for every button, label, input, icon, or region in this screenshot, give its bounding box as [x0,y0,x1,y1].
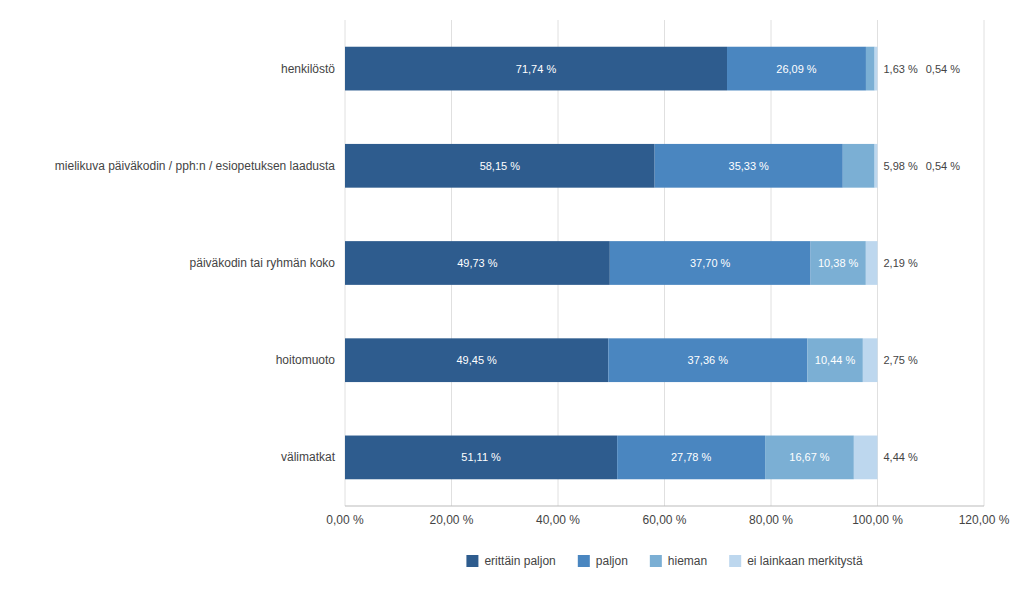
grid-line [984,20,985,506]
data-label: 0,54 % [926,160,960,172]
bar-segment [727,47,866,91]
category-label: hoitomuoto [276,353,336,367]
bar-segment [807,338,863,382]
x-tick-label: 120,00 % [959,513,1010,527]
legend-swatch [466,555,478,567]
bar-segment [866,47,875,91]
legend-label: erittäin paljon [484,554,555,568]
data-label: 26,09 % [776,63,817,75]
category-label: välimatkat [281,450,336,464]
bar-segment [875,47,878,91]
legend-label: hieman [668,554,707,568]
bar-segment [854,436,878,480]
data-label: 1,63 % [884,63,918,75]
legend: erittäin paljon paljon hieman ei lainkaan m… [466,554,862,568]
category-label: mielikuva päiväkodin / pph:n / esiopetuk… [55,159,336,173]
legend-item: hieman [650,554,707,568]
legend-item: erittäin paljon [466,554,555,568]
x-tick-label: 40,00 % [536,513,580,527]
legend-swatch [729,555,741,567]
bar-segment [617,436,765,480]
x-axis: 0,00 % 20,00 % 40,00 % 60,00 % 80,00 % 100,00… [326,513,1009,527]
bar-segment [345,47,727,91]
chart-svg: 51,11 % 27,78 % 16,67 % 4,44 % 49,45 % 37,36 … [0,0,1024,601]
data-labels: 51,11 % 27,78 % 16,67 % 4,44 % 49,45 % 37,36 … [456,63,960,464]
data-label: 37,36 % [688,354,729,366]
y-axis: välimatkat hoitomuoto päiväkodin tai ryhmä… [55,62,336,465]
bars [345,47,878,480]
legend-swatch [650,555,662,567]
bar-segment [866,241,878,285]
legend-label: ei lainkaan merkitystä [747,554,863,568]
grid [345,20,984,506]
bar-segment [608,338,807,382]
x-axis-line [345,506,984,507]
legend-label: paljon [596,554,628,568]
bar-segment [875,144,878,188]
bar-segment [655,144,843,188]
legend-swatch [578,555,590,567]
x-tick-label: 0,00 % [326,513,364,527]
x-tick-label: 100,00 % [852,513,903,527]
data-label: 10,44 % [815,354,856,366]
chart-container: 51,11 % 27,78 % 16,67 % 4,44 % 49,45 % 37,36 … [0,0,1024,601]
x-tick-label: 80,00 % [749,513,793,527]
data-label: 2,19 % [884,257,918,269]
x-tick-label: 60,00 % [642,513,686,527]
bar-segment [765,436,854,480]
x-tick-label: 20,00 % [429,513,473,527]
category-label: päiväkodin tai ryhmän koko [190,256,336,270]
data-label: 16,67 % [789,451,830,463]
category-label: henkilöstö [281,62,335,76]
bar-segment [863,338,878,382]
bar-segment [811,241,866,285]
data-label: 49,45 % [456,354,497,366]
data-label: 27,78 % [671,451,712,463]
data-label: 5,98 % [884,160,918,172]
data-label: 0,54 % [926,63,960,75]
data-label: 58,15 % [480,160,521,172]
data-label: 10,38 % [818,257,859,269]
bar-segment [345,338,608,382]
bar-segment [345,241,610,285]
data-label: 71,74 % [516,63,557,75]
legend-item: ei lainkaan merkitystä [729,554,863,568]
legend-item: paljon [578,554,628,568]
data-label: 4,44 % [884,451,918,463]
data-label: 51,11 % [461,451,501,463]
bar-segment [610,241,811,285]
data-label: 37,70 % [690,257,731,269]
data-label: 49,73 % [457,257,498,269]
bar-segment [843,144,875,188]
data-label: 35,33 % [729,160,770,172]
bar-segment [345,436,617,480]
data-label: 2,75 % [884,354,918,366]
bar-segment [345,144,655,188]
